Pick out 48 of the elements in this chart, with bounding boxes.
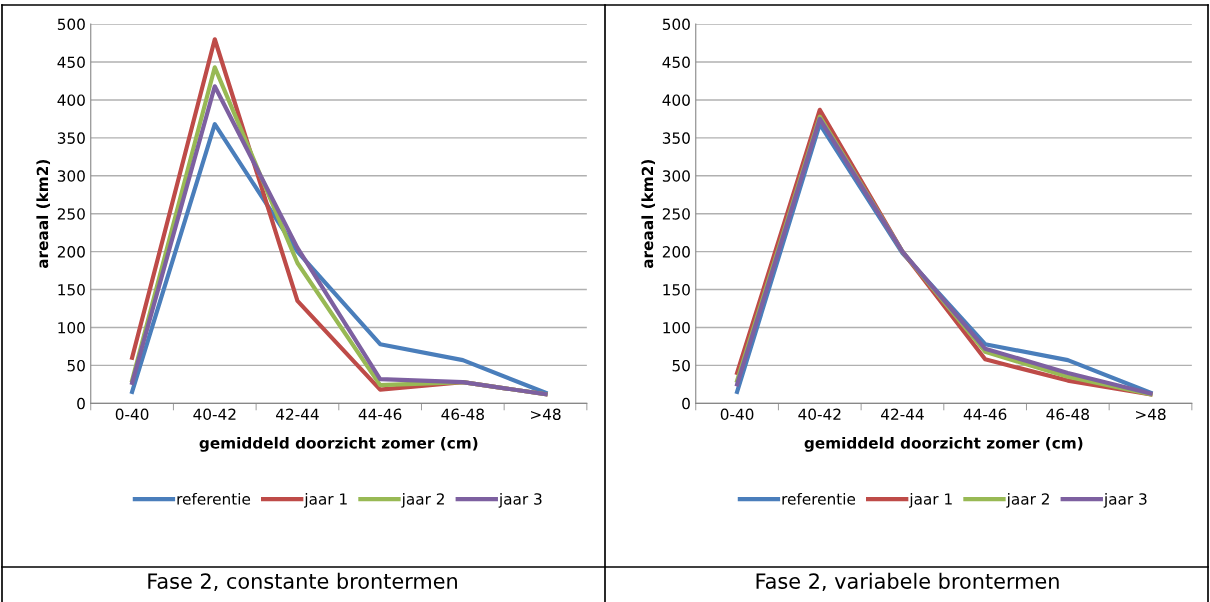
x-tick-label: 46-48 <box>1046 408 1089 421</box>
text: Fase 2, constante brontermen <box>148 572 457 592</box>
y-tick-label: 450 <box>662 56 690 69</box>
y-tick-label: 400 <box>662 94 690 106</box>
x-axis-title: gemiddeld doorzicht zomer (cm) <box>199 436 478 452</box>
legend-label: jaar 2 <box>1006 492 1049 508</box>
y-tick-label: 100 <box>663 321 690 334</box>
y-tick-label: 150 <box>58 284 85 296</box>
y-tick-label: 350 <box>57 132 85 144</box>
x-tick-label: 40-42 <box>798 408 841 421</box>
legend-label: referentie <box>177 492 251 505</box>
x-tick-label: 46-48 <box>441 408 484 421</box>
y-axis-title: areaal (km2) <box>641 160 656 269</box>
y-tick-label: 50 <box>672 359 690 372</box>
y-tick-label: 50 <box>67 359 85 372</box>
y-tick-label: 400 <box>57 94 85 106</box>
y-tick-label: 250 <box>662 208 690 220</box>
y-axis-title: areaal (km2) <box>36 160 51 269</box>
y-tick-label: 450 <box>57 56 85 69</box>
x-tick-label: >48 <box>531 408 561 421</box>
y-tick-label: 150 <box>663 284 690 296</box>
text: Fase 2, variabele brontermen <box>756 572 1059 592</box>
legend-label: jaar 1 <box>304 492 347 508</box>
x-tick-label: 42-44 <box>881 408 924 420</box>
legend-label: jaar 3 <box>498 492 542 508</box>
y-tick-label: 350 <box>662 132 690 144</box>
x-axis-title: gemiddeld doorzicht zomer (cm) <box>804 436 1083 452</box>
y-tick-label: 300 <box>662 170 690 182</box>
legend-label: referentie <box>782 492 856 505</box>
x-tick-label: 40-42 <box>193 408 236 421</box>
y-tick-label: 250 <box>57 208 85 220</box>
x-tick-label: 42-44 <box>276 408 319 420</box>
y-tick-label: 300 <box>57 170 85 182</box>
legend-label: jaar 3 <box>1103 492 1147 508</box>
legend-label: jaar 1 <box>909 492 952 508</box>
y-tick-label: 200 <box>57 246 85 258</box>
x-tick-label: 0-40 <box>720 408 754 421</box>
y-tick-label: 500 <box>662 18 690 31</box>
y-tick-label: 100 <box>58 321 85 334</box>
x-tick-label: 0-40 <box>115 408 149 421</box>
x-tick-label: >48 <box>1136 408 1166 421</box>
y-tick-label: 0 <box>77 397 85 410</box>
y-tick-label: 0 <box>682 397 690 410</box>
y-tick-label: 500 <box>57 18 85 31</box>
x-tick-label: 44-46 <box>963 408 1007 421</box>
x-tick-label: 44-46 <box>358 408 402 421</box>
legend-label: jaar 2 <box>401 492 444 508</box>
y-tick-label: 200 <box>662 246 690 258</box>
